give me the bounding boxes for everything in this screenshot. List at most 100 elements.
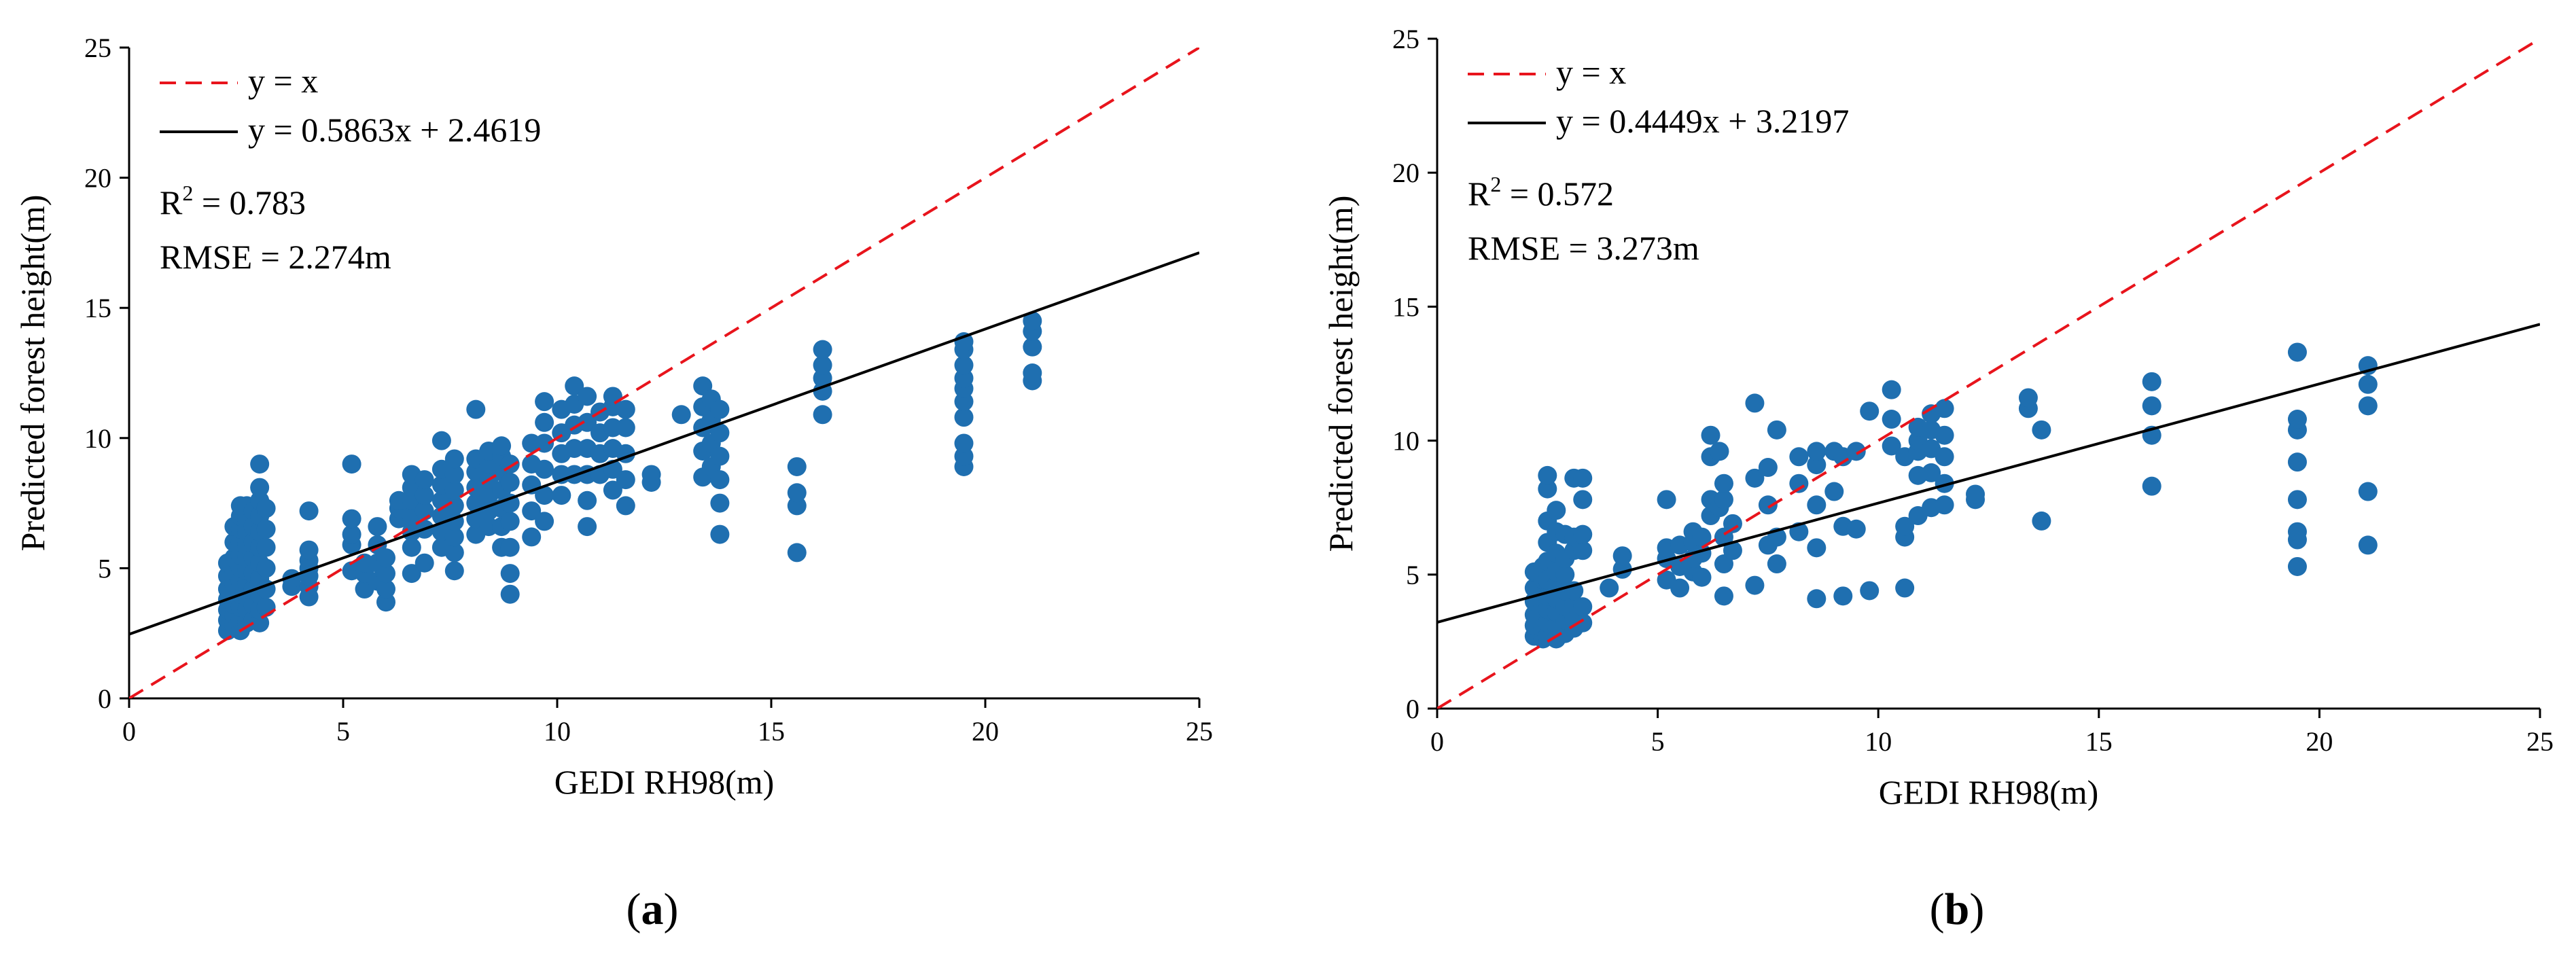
data-point [1860,401,1880,421]
data-point [2287,410,2307,429]
data-point [1538,465,1557,485]
data-point [2287,342,2307,362]
data-point [2287,522,2307,541]
legend-label-regression: y = 0.4449x + 3.2197 [1556,102,1849,140]
rmse-annotation: RMSE = 2.274m [160,238,391,276]
data-point [1807,538,1827,558]
data-point [710,446,730,466]
r-squared-symbol: R [160,183,183,221]
data-point [2018,388,2038,408]
x-tick-label: 25 [1186,716,1213,747]
data-point [535,392,554,412]
data-point [1745,575,1765,595]
data-point [376,579,395,599]
x-tick-label: 5 [336,716,350,747]
data-point [565,376,584,396]
data-point [1935,495,1954,515]
data-point [1657,490,1676,510]
data-point [1895,578,1915,598]
panel-caption-letter: b [1945,885,1970,934]
panel-caption-letter: a [641,885,664,934]
data-point [710,524,730,544]
data-point [616,470,635,490]
data-point [1600,578,1619,598]
data-point [256,537,276,557]
data-point [2287,452,2307,472]
data-point [813,405,832,425]
data-point [954,355,974,375]
data-point [500,537,520,557]
data-point [1807,589,1827,609]
data-point [2032,420,2051,440]
y-tick-label: 25 [84,33,111,63]
data-point [1023,337,1042,357]
data-point [671,405,691,425]
data-point [444,465,464,484]
y-tick-label: 25 [1392,24,1419,54]
x-tick-label: 25 [2526,726,2554,757]
data-point [578,517,597,537]
data-point [1547,501,1566,520]
y-tick-label: 10 [1392,426,1419,457]
data-point [1670,578,1690,598]
data-point [2142,372,2162,391]
data-point [376,548,395,568]
x-tick-label: 20 [972,716,999,747]
data-point [1807,442,1827,461]
y-tick-label: 10 [84,423,111,454]
data-point [1538,479,1557,499]
scatter-series [1524,342,2378,649]
data-point [444,543,464,563]
data-point [578,490,597,510]
data-point [2142,476,2162,496]
data-point [250,454,270,474]
y-tick-label: 5 [1406,560,1419,590]
data-point [616,418,635,438]
data-point [1935,399,1954,418]
data-point [1573,613,1593,632]
r-squared-value: = 0.572 [1501,175,1614,213]
data-point [1745,468,1765,488]
r-squared-symbol: R [1468,175,1491,213]
y-tick-label: 15 [1392,291,1419,322]
data-point [603,480,622,500]
data-point [250,478,270,497]
panel-b: 0 5 10 15 20 25 0 5 10 15 20 25 GEDI RH98(m) Predicte… [1322,24,2554,934]
data-point [1922,463,1941,482]
data-point [368,517,387,537]
data-point [402,564,421,584]
data-point [431,431,451,450]
x-tick-label: 10 [544,716,571,747]
data-point [1846,442,1866,461]
data-point [552,486,571,505]
data-point [616,399,635,419]
data-point [1833,586,1853,606]
data-point [813,355,832,375]
data-point [616,496,635,516]
data-point [1882,436,1901,456]
data-point [954,392,974,412]
data-point [1573,468,1593,488]
data-point [1555,565,1575,584]
data-point [2142,396,2162,416]
legend: y = x y = 0.5863x + 2.4619 [160,62,541,149]
data-point [535,512,554,531]
y-axis-title: Predicted forest height(m) [1322,196,1360,552]
x-tick-label: 10 [1865,726,1892,757]
panel-caption: (b) [1930,885,1985,934]
x-tick-label: 15 [2085,726,2113,757]
data-point [1692,527,1712,547]
regression-line [1437,323,2540,624]
x-axis-title: GEDI RH98(m) [1879,773,2099,811]
y-axis-title: Predicted forest height(m) [14,195,52,552]
data-point [787,543,807,563]
y-tick-label: 0 [1406,694,1419,724]
data-point [954,446,974,466]
data-point [1807,455,1827,475]
data-point [1846,519,1866,539]
data-point [813,368,832,388]
panel-caption-open: ( [627,885,641,934]
data-point [1612,546,1632,566]
data-point [1895,516,1915,536]
regression-line [129,251,1199,636]
